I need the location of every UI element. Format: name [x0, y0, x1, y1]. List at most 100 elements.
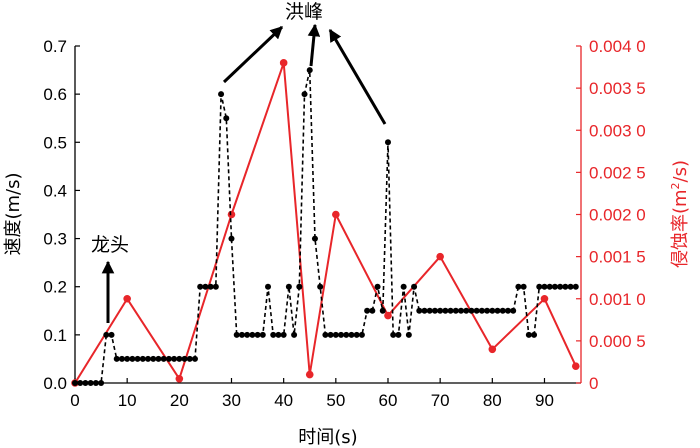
x-tick-label: 20	[170, 391, 189, 410]
y-right-tick-label: 0.000 5	[589, 332, 646, 351]
velocity-point	[280, 331, 287, 338]
erosion-point	[540, 294, 549, 303]
velocity-point	[301, 91, 308, 98]
velocity-point	[452, 307, 459, 314]
velocity-point	[442, 307, 449, 314]
velocity-point	[546, 283, 553, 290]
x-tick-label: 80	[483, 391, 502, 410]
velocity-point	[541, 283, 548, 290]
velocity-point	[113, 355, 120, 362]
velocity-point	[562, 283, 569, 290]
velocity-point	[484, 307, 491, 314]
velocity-point	[400, 283, 407, 290]
velocity-point	[463, 307, 470, 314]
erosion-point	[175, 374, 184, 383]
velocity-point	[145, 355, 152, 362]
velocity-point	[124, 355, 131, 362]
velocity-point	[202, 283, 209, 290]
y-right-tick-label: 0.003 0	[589, 121, 646, 140]
velocity-point	[160, 355, 167, 362]
velocity-point	[515, 283, 522, 290]
x-tick-label: 10	[118, 391, 137, 410]
velocity-point	[306, 67, 313, 74]
velocity-point	[447, 307, 454, 314]
velocity-point	[478, 307, 485, 314]
velocity-point	[384, 139, 391, 146]
velocity-point	[103, 331, 110, 338]
erosion-point	[571, 362, 580, 370]
x-tick-label: 50	[326, 391, 345, 410]
velocity-point	[473, 307, 480, 314]
y-axis-right-label-tail: /s)	[670, 160, 691, 182]
velocity-point	[270, 331, 277, 338]
x-tick-label: 60	[379, 391, 398, 410]
velocity-point	[296, 283, 303, 290]
annotation-arrow-peak-1	[222, 25, 284, 84]
velocity-point	[186, 355, 193, 362]
erosion-point	[279, 59, 288, 67]
velocity-point	[358, 331, 365, 338]
velocity-point	[223, 115, 230, 122]
velocity-point	[176, 355, 183, 362]
velocity-point	[259, 331, 266, 338]
velocity-point	[369, 307, 376, 314]
y-axis-right-label-main: 侵蚀率(m	[670, 189, 691, 268]
velocity-point	[536, 283, 543, 290]
y-axis-right-label-superscript: 2	[669, 182, 682, 189]
velocity-point	[421, 307, 428, 314]
y-right-tick-label: 0.004 0	[589, 37, 646, 56]
velocity-point	[531, 331, 538, 338]
velocity-point	[353, 331, 360, 338]
velocity-point	[92, 380, 99, 386]
y-left-tick-label: 0.4	[43, 181, 67, 200]
annotation-front-label: 龙头	[91, 234, 129, 256]
velocity-point	[343, 331, 350, 338]
velocity-point	[139, 355, 146, 362]
velocity-point	[395, 331, 402, 338]
velocity-point	[129, 355, 136, 362]
plot-frame	[74, 46, 582, 384]
velocity-point	[249, 331, 256, 338]
velocity-point	[181, 355, 188, 362]
velocity-point	[87, 380, 94, 386]
y-left-tick-label: 0.3	[43, 230, 67, 249]
velocity-point	[510, 307, 517, 314]
erosion-point	[227, 210, 236, 219]
velocity-point	[338, 331, 345, 338]
series-velocity	[72, 67, 579, 386]
y-right-tick-label: 0.001 5	[589, 248, 646, 267]
velocity-point	[311, 235, 318, 242]
annotation-flood-peak-label: 洪峰	[285, 1, 323, 23]
velocity-point	[557, 283, 564, 290]
velocity-point	[82, 380, 89, 386]
velocity-point	[212, 283, 219, 290]
y-left-tick-label: 0.6	[43, 85, 67, 104]
velocity-point	[150, 355, 157, 362]
velocity-point	[238, 331, 245, 338]
velocity-point	[405, 331, 412, 338]
velocity-point	[332, 331, 339, 338]
y-right-tick-label: 0	[589, 374, 598, 393]
y-axis-right-ticks: 0 0.000 5 0.001 0 0.001 5 0.002 0 0.002 5 0.00…	[576, 37, 646, 393]
annotation-arrow-peak-2	[307, 23, 321, 67]
velocity-point	[244, 331, 251, 338]
y-left-tick-label: 0.7	[43, 37, 67, 56]
velocity-point	[108, 331, 115, 338]
velocity-point	[254, 331, 261, 338]
velocity-point	[317, 283, 324, 290]
erosion-point	[305, 370, 314, 379]
x-tick-label: 70	[431, 391, 450, 410]
y-left-tick-label: 0.1	[43, 326, 67, 345]
velocity-point	[165, 355, 172, 362]
y-axis-right-label: 侵蚀率(m2/s)	[669, 160, 691, 268]
velocity-point	[572, 283, 579, 290]
velocity-point	[72, 380, 78, 386]
velocity-point	[489, 307, 496, 314]
x-axis-ticks: 0 10 20 30 40 50 60 70 80 90	[70, 378, 554, 410]
annotation-front: 龙头	[91, 234, 129, 323]
velocity-point	[364, 307, 371, 314]
velocity-point	[525, 331, 532, 338]
velocity-point	[77, 380, 84, 386]
y-left-tick-label: 0.2	[43, 278, 67, 297]
velocity-point	[155, 355, 162, 362]
